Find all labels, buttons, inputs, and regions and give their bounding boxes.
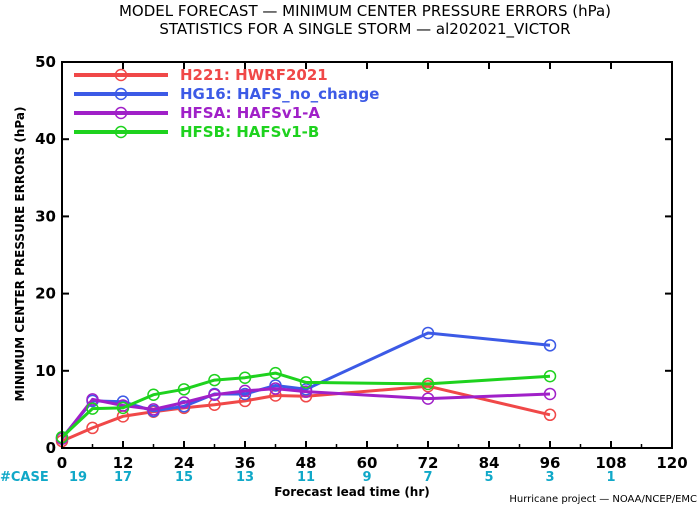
chart-title: MODEL FORECAST — MINIMUM CENTER PRESSURE… xyxy=(119,2,611,20)
legend-label-2: HFSA: HAFSv1-A xyxy=(180,104,320,122)
x-axis-label: Forecast lead time (hr) xyxy=(274,485,430,499)
legend-marker-0 xyxy=(114,68,128,82)
series-point-2-6 xyxy=(238,384,252,398)
y-tick-label: 50 xyxy=(35,53,56,71)
case-count: 13 xyxy=(236,470,254,485)
case-count: 5 xyxy=(484,470,493,485)
series-point-1-9 xyxy=(421,326,435,340)
x-tick-label: 0 xyxy=(57,454,67,472)
y-tick-label: 40 xyxy=(35,130,56,148)
series-point-3-7 xyxy=(269,366,282,380)
case-count: 3 xyxy=(545,470,554,485)
series-point-3-5 xyxy=(208,373,221,387)
case-count: 15 xyxy=(175,470,193,485)
y-tick-label: 0 xyxy=(46,439,56,457)
y-tick-label: 30 xyxy=(35,207,56,225)
series-point-2-4 xyxy=(177,396,191,409)
series-point-3-9 xyxy=(421,377,435,391)
case-count: 11 xyxy=(297,470,315,485)
series-point-2-1 xyxy=(86,393,99,406)
x-tick-label: 60 xyxy=(357,454,378,472)
series-line-2 xyxy=(60,387,551,440)
x-tick-label: 24 xyxy=(174,454,195,472)
legend-marker-1 xyxy=(114,87,128,101)
y-tick-label: 10 xyxy=(35,362,56,380)
series-point-2-5 xyxy=(208,388,221,401)
case-count: 17 xyxy=(114,470,132,485)
case-count: 19 xyxy=(69,470,87,485)
series-point-2-9 xyxy=(421,392,435,405)
case-count: 7 xyxy=(423,470,432,485)
series-point-3-4 xyxy=(177,383,191,396)
series-point-1-6 xyxy=(238,387,252,401)
x-tick-label: 108 xyxy=(595,454,626,472)
x-tick-label: 12 xyxy=(113,454,134,472)
x-tick-label: 120 xyxy=(656,454,687,472)
x-tick-label: 48 xyxy=(296,454,317,472)
legend-label-0: H221: HWRF2021 xyxy=(180,66,328,84)
legend-marker-3 xyxy=(114,125,128,139)
legend-marker-2 xyxy=(114,106,128,120)
chart-subtitle: STATISTICS FOR A SINGLE STORM — al202021… xyxy=(159,20,570,39)
y-axis-label: MINIMUM CENTER PRESSURE ERRORS (hPa) xyxy=(13,107,27,402)
series-point-1-4 xyxy=(177,400,191,413)
x-tick-label: 72 xyxy=(418,454,439,472)
series-point-3-3 xyxy=(147,388,160,401)
series-point-2-10 xyxy=(543,387,557,401)
y-tick-label: 20 xyxy=(35,285,56,303)
series-point-2-3 xyxy=(147,403,160,416)
case-label: #CASE xyxy=(0,470,49,485)
legend-label-1: HG16: HAFS_no_change xyxy=(180,85,379,103)
series-point-0-10 xyxy=(543,408,557,422)
x-tick-label: 96 xyxy=(540,454,561,472)
x-tick-label: 36 xyxy=(235,454,256,472)
series-point-0-1 xyxy=(86,421,99,435)
series-line-3 xyxy=(60,371,551,439)
series-point-1-10 xyxy=(543,339,557,352)
series-point-1-7 xyxy=(269,379,282,392)
series-point-3-6 xyxy=(238,371,252,384)
series-point-2-7 xyxy=(269,382,282,395)
x-tick-label: 84 xyxy=(479,454,500,472)
series-point-3-2 xyxy=(116,401,130,415)
series-point-2-8 xyxy=(299,385,313,398)
case-count: 1 xyxy=(606,470,615,485)
series-point-3-1 xyxy=(86,402,99,415)
credit-text: Hurricane project — NOAA/NCEP/EMC xyxy=(509,494,697,505)
series-point-3-8 xyxy=(299,376,313,389)
case-count: 9 xyxy=(362,470,371,485)
legend-label-3: HFSB: HAFSv1-B xyxy=(180,123,319,141)
series-point-3-10 xyxy=(543,369,557,383)
